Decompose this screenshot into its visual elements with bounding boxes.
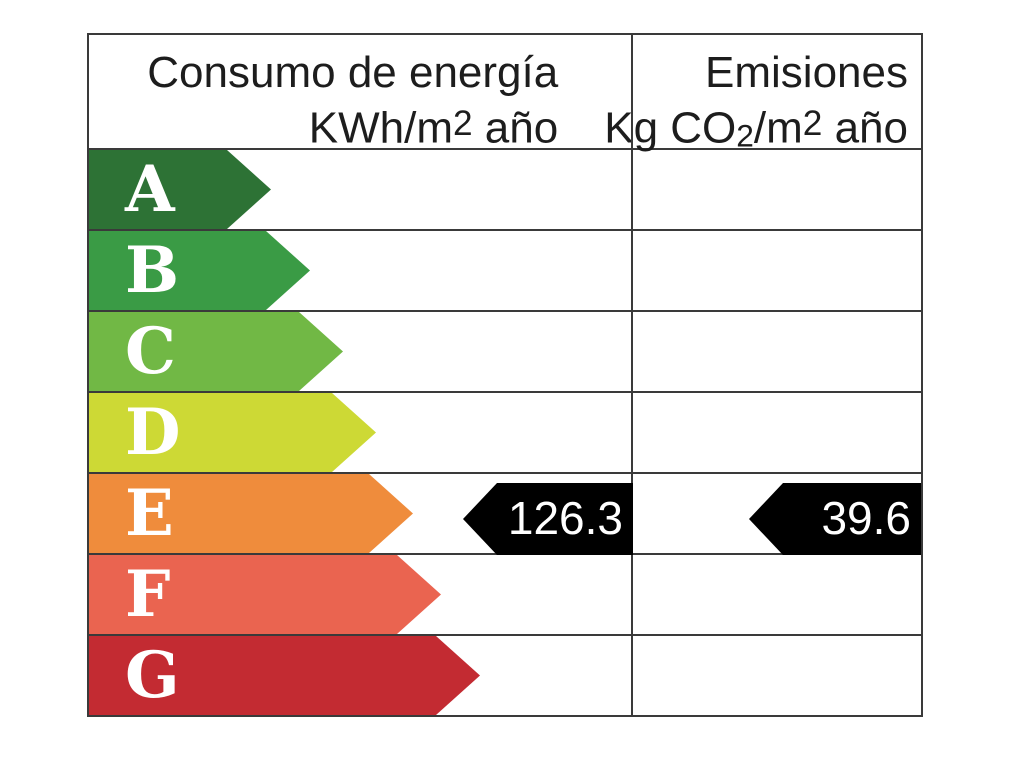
header-emissions: Emisiones Kg CO2/m2 año	[604, 35, 921, 154]
rating-row-e: E	[89, 472, 921, 553]
consumption-value-marker: 126.3	[463, 483, 633, 555]
rating-letter-d: D	[125, 394, 181, 470]
energy-rating-table: Consumo de energía KWh/m2 año Emisiones …	[87, 33, 923, 717]
header-emissions-title: Emisiones	[705, 48, 908, 97]
rating-arrow-e: E	[89, 474, 413, 553]
rating-arrow-c: C	[89, 312, 343, 391]
consumption-value: 126.3	[507, 492, 623, 544]
rating-rows: A B C D E	[89, 150, 921, 715]
header-emissions-unit: Kg CO2/m2 año	[604, 103, 908, 154]
table-header: Consumo de energía KWh/m2 año Emisiones …	[89, 35, 921, 154]
emissions-value: 39.6	[821, 492, 911, 544]
rating-letter-c: C	[125, 313, 176, 389]
rating-row-f: F	[89, 553, 921, 634]
rating-letter-f: F	[125, 556, 171, 632]
rating-arrow-a: A	[89, 150, 271, 229]
rating-arrow-f: F	[89, 555, 441, 634]
rating-row-b: B	[89, 229, 921, 310]
header-consumption: Consumo de energía KWh/m2 año	[89, 35, 604, 153]
rating-arrow-d: D	[89, 393, 376, 472]
header-consumption-title: Consumo de energía	[147, 48, 559, 97]
rating-row-d: D	[89, 391, 921, 472]
column-divider	[631, 35, 633, 715]
rating-letter-e: E	[125, 475, 174, 551]
header-consumption-unit: KWh/m2 año	[308, 103, 559, 153]
rating-letter-b: B	[125, 232, 180, 308]
rating-arrow-g: G	[89, 636, 480, 715]
rating-row-a: A	[89, 150, 921, 229]
rating-row-g: G	[89, 634, 921, 715]
rating-row-c: C	[89, 310, 921, 391]
rating-arrow-b: B	[89, 231, 310, 310]
rating-letter-a: A	[125, 151, 175, 227]
rating-letter-g: G	[125, 637, 180, 713]
emissions-value-marker: 39.6	[749, 483, 921, 555]
